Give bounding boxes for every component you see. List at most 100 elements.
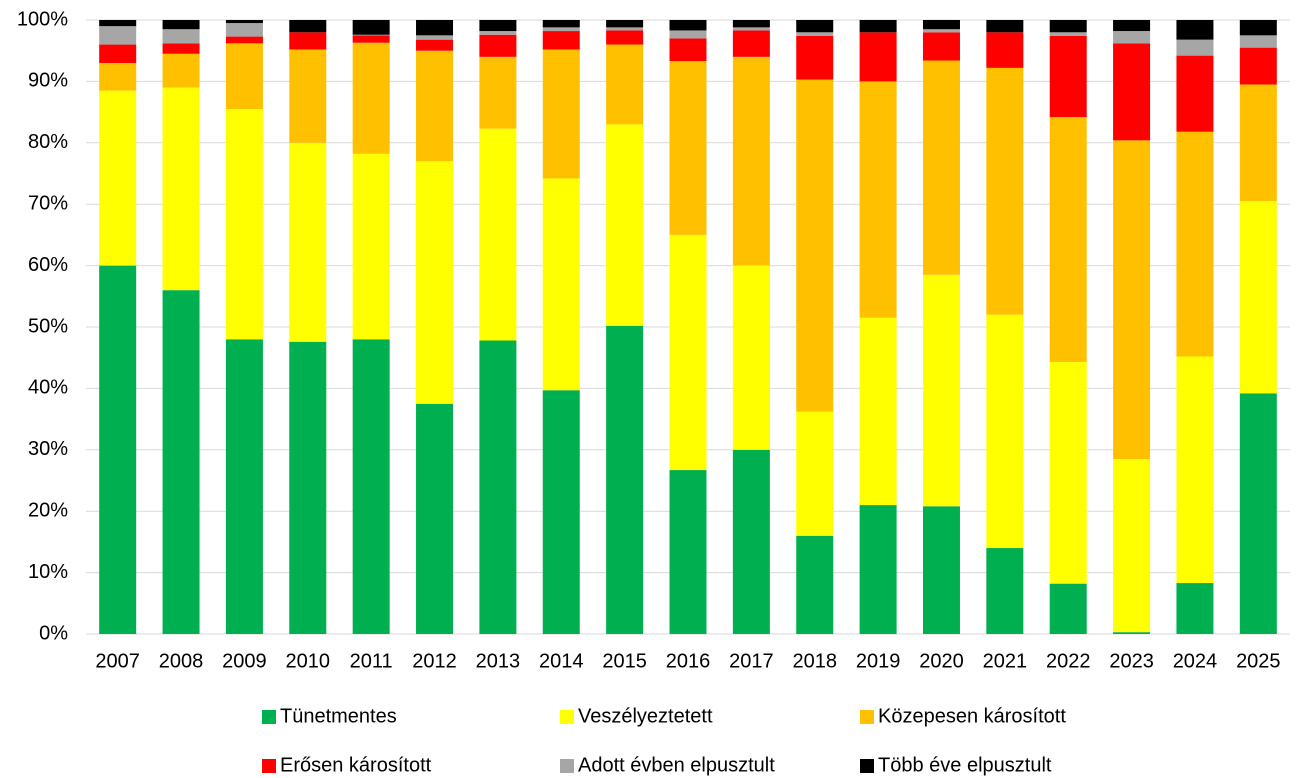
- bar-segment: [162, 20, 200, 30]
- bar-segment: [99, 26, 137, 45]
- x-tick-label: 2013: [476, 650, 521, 672]
- bar-segment: [1176, 39, 1214, 56]
- bar-segment: [99, 265, 137, 634]
- x-tick-label: 2020: [919, 650, 964, 672]
- bar-segment: [225, 109, 263, 340]
- bar-segment: [732, 449, 770, 634]
- bar-segment: [1176, 131, 1214, 357]
- legend-swatch: [860, 710, 874, 724]
- bar-segment: [162, 29, 200, 44]
- bar-segment: [796, 20, 834, 33]
- bar-segment: [1049, 361, 1087, 584]
- legend-swatch: [560, 759, 574, 773]
- bar-segment: [542, 31, 580, 50]
- x-tick-label: 2008: [159, 650, 204, 672]
- bar-segment: [352, 339, 390, 634]
- legend-swatch: [560, 710, 574, 724]
- bar-segment: [1113, 20, 1151, 32]
- bar-segment: [1113, 632, 1151, 634]
- bar-segment: [542, 178, 580, 391]
- legend-swatch: [262, 710, 276, 724]
- bar-segment: [922, 20, 960, 30]
- bar-segment: [1176, 55, 1214, 132]
- bar-segment: [225, 36, 263, 44]
- bar-segment: [732, 30, 770, 57]
- bar-segment: [922, 32, 960, 61]
- bar-segment: [416, 161, 454, 404]
- bar-segment: [352, 35, 390, 43]
- bar-segment: [859, 81, 897, 318]
- y-tick-label: 40%: [28, 377, 68, 399]
- bar-segment: [986, 314, 1024, 549]
- bar-segment: [542, 390, 580, 634]
- x-tick-label: 2018: [792, 650, 837, 672]
- bar-segment: [99, 90, 137, 266]
- x-tick-label: 2024: [1173, 650, 1218, 672]
- bar-segment: [922, 506, 960, 634]
- x-tick-label: 2021: [983, 650, 1028, 672]
- bar-segment: [479, 20, 517, 32]
- bar-segment: [732, 265, 770, 450]
- legend-swatch: [860, 759, 874, 773]
- bar-segment: [796, 32, 834, 36]
- bar-segment: [542, 49, 580, 179]
- bar-segment: [1239, 20, 1277, 36]
- bar-segment: [99, 20, 137, 27]
- bar-segment: [1113, 43, 1151, 141]
- bar-segment: [859, 505, 897, 634]
- bar-segment: [1176, 356, 1214, 584]
- x-tick-label: 2014: [539, 650, 584, 672]
- x-tick-label: 2015: [602, 650, 647, 672]
- legend-label: Veszélyeztetett: [578, 705, 713, 727]
- bar-segment: [1239, 84, 1277, 202]
- bar-segment: [986, 548, 1024, 634]
- x-tick-label: 2023: [1109, 650, 1154, 672]
- bar-segment: [289, 20, 327, 33]
- bar-segment: [859, 317, 897, 506]
- bar-segment: [352, 42, 390, 154]
- bar-segment: [289, 341, 327, 634]
- bar-segment: [606, 325, 644, 634]
- y-tick-label: 90%: [28, 70, 68, 92]
- legend-label: Erősen károsított: [280, 754, 432, 776]
- bar-segment: [479, 34, 517, 57]
- bar-segment: [162, 290, 200, 634]
- bar-segment: [922, 274, 960, 507]
- bar-segment: [1049, 35, 1087, 118]
- bar-segment: [542, 20, 580, 28]
- y-tick-label: 70%: [28, 192, 68, 214]
- bar-segment: [289, 49, 327, 143]
- legend-label: Több éve elpusztult: [878, 754, 1052, 776]
- bar-segment: [796, 35, 834, 80]
- bar-segment: [1113, 31, 1151, 44]
- bar-segment: [1176, 20, 1214, 40]
- bar-segment: [1049, 20, 1087, 33]
- bar-segment: [922, 60, 960, 275]
- bar-segment: [289, 32, 327, 50]
- bar-segment: [99, 44, 137, 63]
- y-tick-label: 10%: [28, 561, 68, 583]
- bar-segment: [606, 44, 644, 125]
- bar-segment: [1239, 201, 1277, 394]
- bar-segment: [796, 79, 834, 412]
- bar-segment: [225, 339, 263, 634]
- bar-segment: [542, 27, 580, 32]
- bar-segment: [352, 20, 390, 35]
- bar-segment: [922, 29, 960, 33]
- bar-segment: [416, 35, 454, 40]
- x-tick-label: 2012: [412, 650, 457, 672]
- bar-segment: [416, 50, 454, 162]
- bar-segment: [986, 32, 1024, 68]
- bar-segment: [99, 62, 137, 91]
- x-tick-label: 2009: [222, 650, 267, 672]
- bar-segment: [606, 30, 644, 45]
- bar-segment: [162, 53, 200, 88]
- bar-segment: [606, 20, 644, 28]
- bar-segment: [162, 43, 200, 54]
- bar-segment: [1049, 117, 1087, 362]
- bar-segment: [669, 234, 707, 471]
- bar-segment: [796, 411, 834, 536]
- x-tick-label: 2016: [666, 650, 711, 672]
- x-tick-label: 2017: [729, 650, 774, 672]
- bar-segment: [796, 535, 834, 634]
